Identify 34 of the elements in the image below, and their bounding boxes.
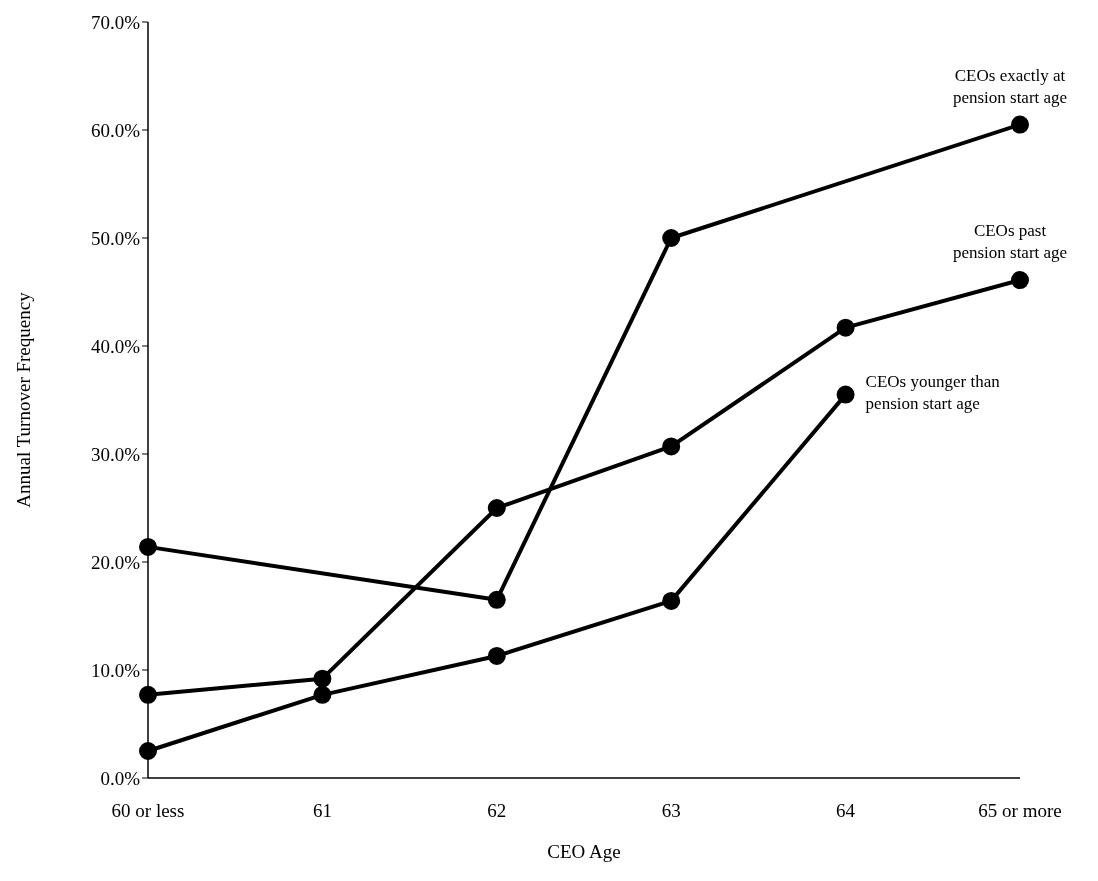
- x-tick-label: 65 or more: [978, 800, 1062, 822]
- y-axis-title: Annual Turnover Frequency: [12, 291, 34, 508]
- point: [313, 669, 332, 688]
- x-tick-label: 60 or less: [111, 800, 185, 822]
- series-label: CEOs exactly at pension start age: [952, 65, 1068, 107]
- point: [836, 318, 855, 337]
- y-tick-label: 0.0%: [100, 767, 141, 789]
- point: [139, 537, 157, 556]
- series-label: CEOs younger than pension start age: [865, 371, 1001, 413]
- x-tick-label: 64: [836, 800, 856, 822]
- y-tick-label: 20.0%: [90, 551, 141, 573]
- point: [1011, 115, 1029, 134]
- point: [662, 437, 681, 456]
- y-tick-label: 50.0%: [90, 227, 141, 249]
- point: [662, 229, 681, 247]
- point: [1011, 271, 1029, 290]
- point: [836, 385, 855, 404]
- point: [662, 591, 681, 610]
- point: [139, 742, 157, 760]
- x-axis-title: CEO Age: [547, 841, 621, 862]
- x-tick-label: 62: [487, 800, 507, 822]
- y-tick-label: 30.0%: [90, 443, 141, 465]
- series-label: CEOs past pension start age: [952, 221, 1068, 263]
- x-tick-label: 61: [312, 800, 332, 822]
- y-tick-label: 40.0%: [90, 335, 141, 357]
- y-tick-label: 60.0%: [90, 119, 141, 141]
- point: [487, 499, 506, 517]
- point: [139, 685, 157, 704]
- point: [487, 646, 506, 665]
- y-tick-label: 10.0%: [90, 659, 141, 681]
- x-tick-label: 63: [661, 800, 681, 822]
- point: [313, 685, 332, 704]
- point: [487, 590, 506, 609]
- y-tick-label: 70.0%: [90, 11, 141, 33]
